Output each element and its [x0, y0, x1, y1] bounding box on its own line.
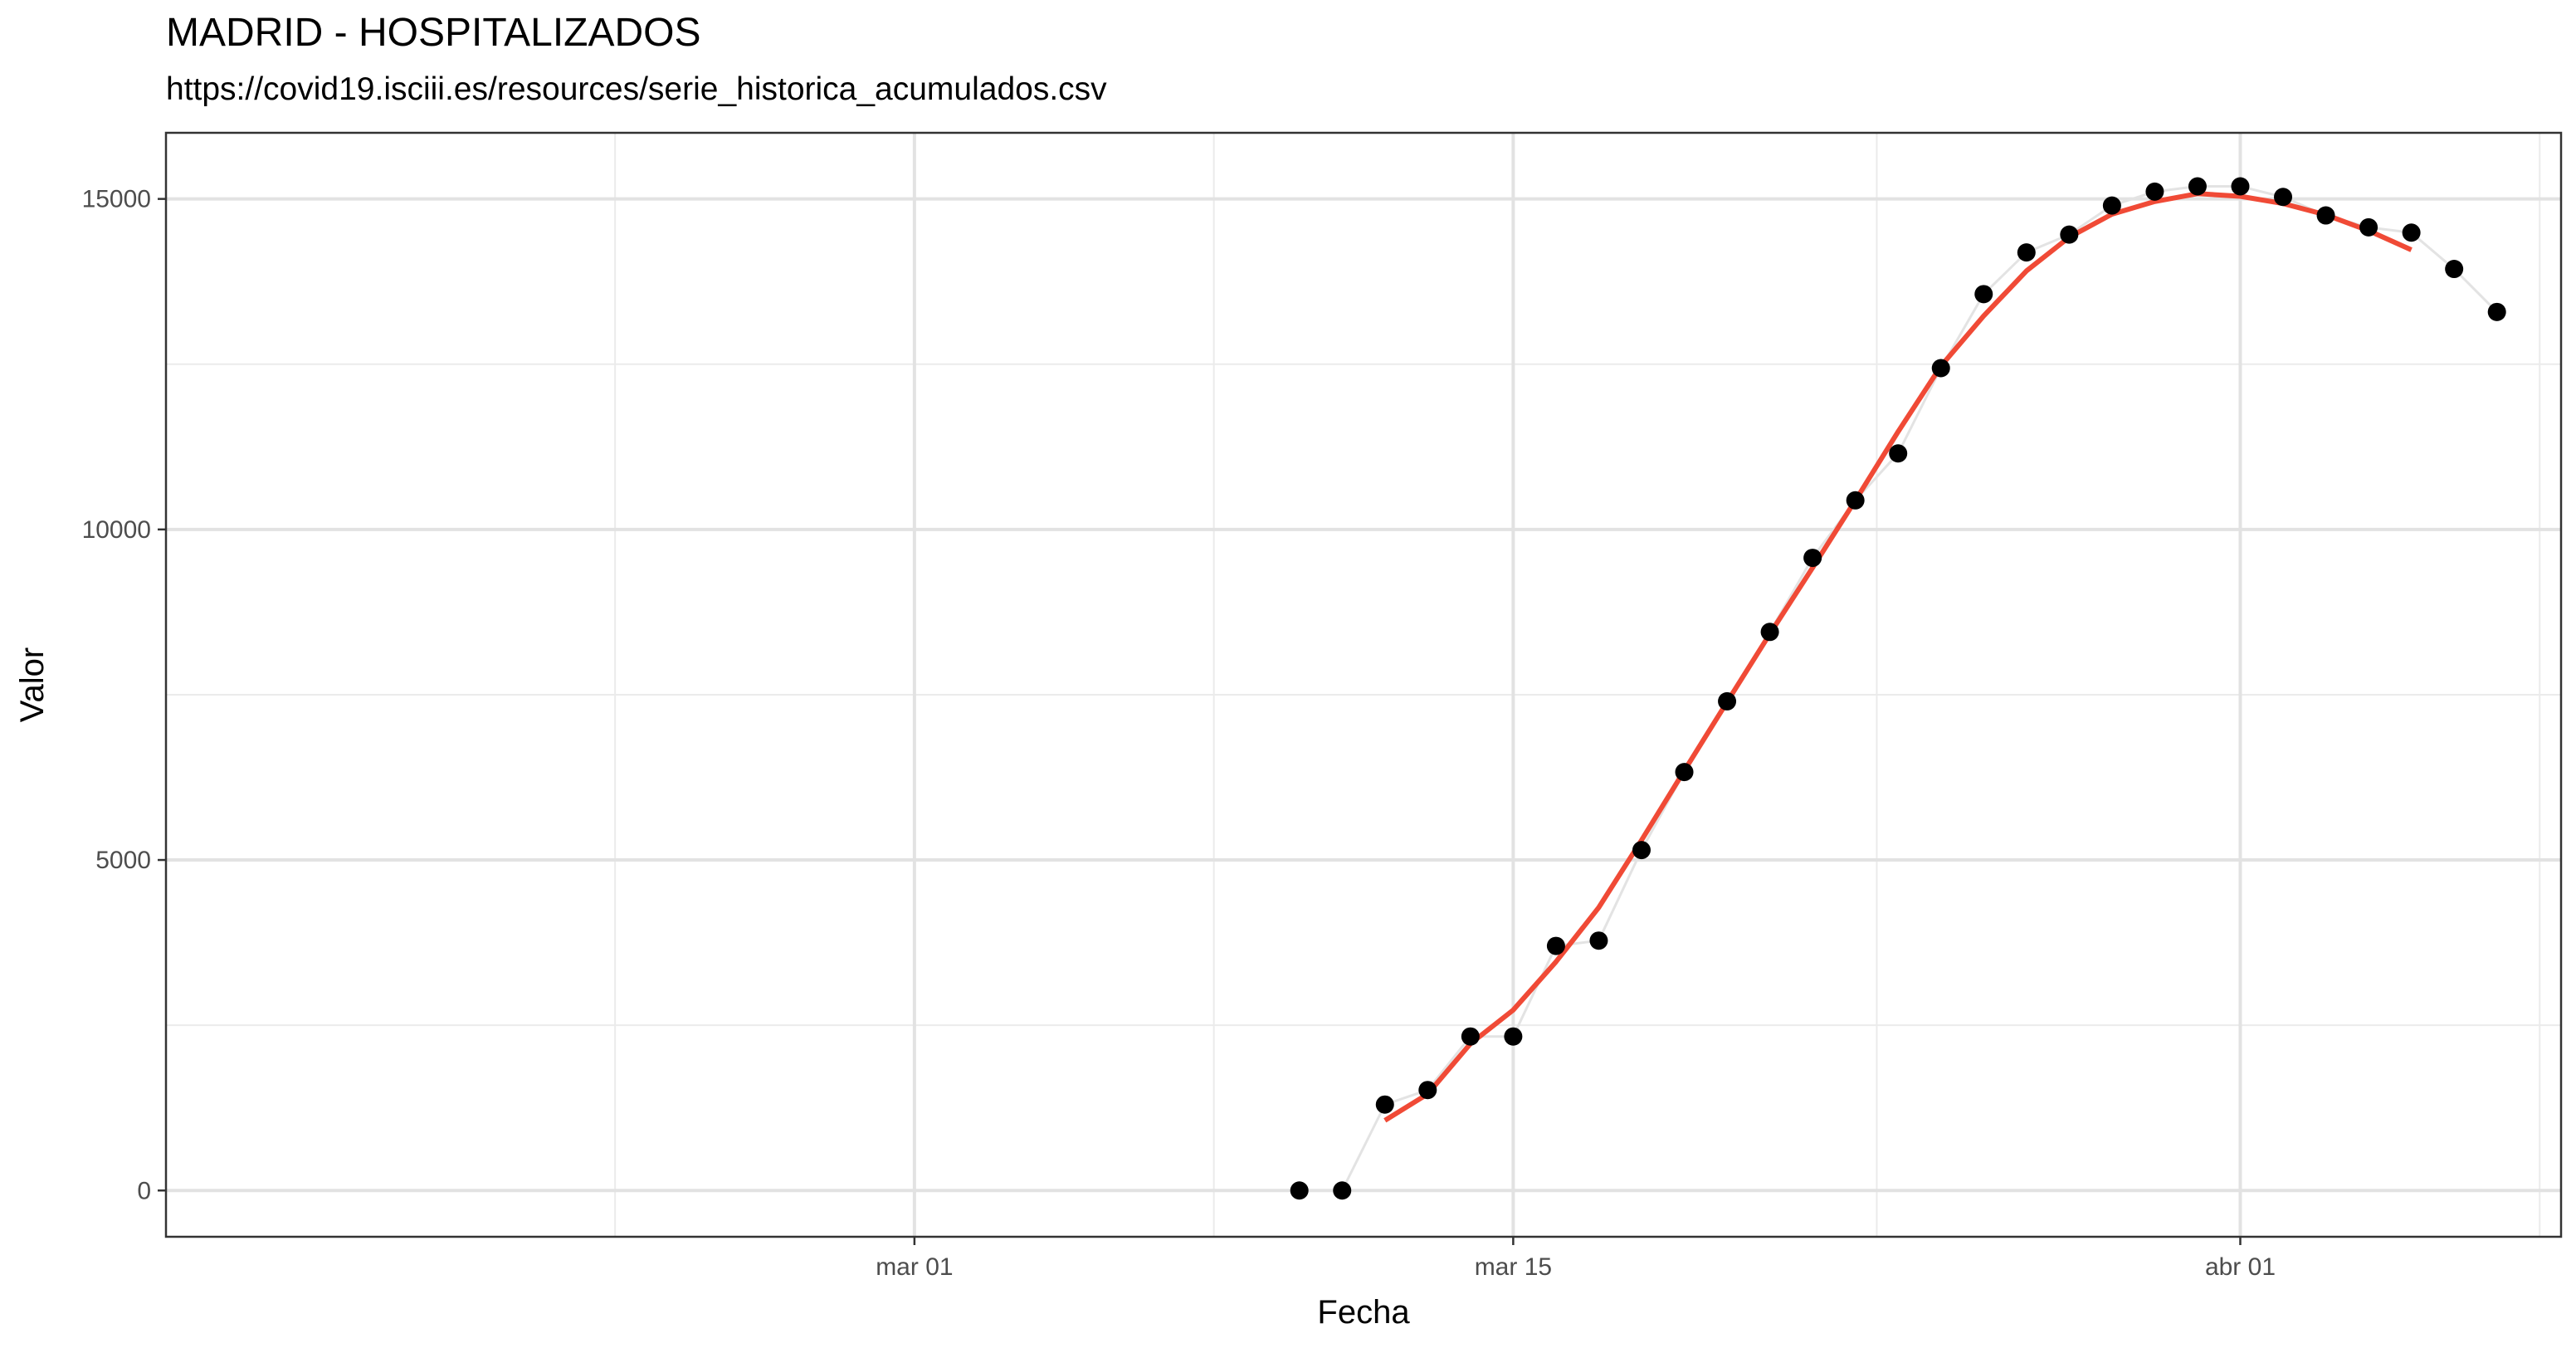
- y-tick-label: 0: [137, 1177, 151, 1204]
- data-point: [1675, 763, 1694, 782]
- data-point: [2145, 182, 2164, 201]
- data-point: [1632, 841, 1651, 860]
- y-tick-label: 10000: [82, 516, 151, 544]
- plot-panel: [166, 133, 2561, 1237]
- data-point: [2316, 206, 2335, 225]
- data-point: [1546, 936, 1565, 955]
- data-point: [1504, 1027, 1523, 1046]
- data-point: [1375, 1095, 1394, 1114]
- chart-subtitle: https://covid19.isciii.es/resources/seri…: [166, 71, 1107, 107]
- data-point: [1846, 491, 1865, 510]
- major-gridlines: [166, 133, 2561, 1237]
- x-tick-label: abr 01: [2205, 1253, 2276, 1281]
- series-layer: [1290, 177, 2506, 1200]
- data-point: [1931, 359, 1950, 378]
- data-point: [1974, 285, 1993, 304]
- data-point: [1333, 1181, 1352, 1200]
- data-point: [1760, 623, 1779, 642]
- data-point: [2274, 188, 2293, 207]
- minor-gridlines: [166, 133, 2561, 1237]
- y-tick-label: 5000: [95, 847, 151, 874]
- data-point: [2017, 243, 2036, 262]
- data-point: [1889, 444, 1908, 463]
- data-point: [1803, 549, 1822, 568]
- data-point: [2359, 217, 2378, 237]
- data-point: [1718, 691, 1737, 711]
- axis-layer: 0 5000 10000 15000 mar 01 mar 15 abr 01: [82, 186, 2276, 1281]
- smoothed-trend-line: [1383, 191, 2413, 1123]
- data-point: [2231, 177, 2250, 196]
- data-point: [2402, 223, 2421, 242]
- y-axis-title: Valor: [14, 647, 51, 722]
- chart-title: MADRID - HOSPITALIZADOS: [166, 11, 701, 55]
- y-tick-label: 15000: [82, 186, 151, 213]
- data-point: [1589, 931, 1608, 950]
- data-point: [2445, 260, 2464, 279]
- x-axis-title: Fecha: [1317, 1294, 1410, 1331]
- plot-border: [164, 131, 2563, 1238]
- data-point: [2102, 196, 2121, 215]
- x-tick-label: mar 15: [1475, 1253, 1552, 1281]
- data-point: [1290, 1181, 1309, 1200]
- data-point: [2060, 225, 2079, 244]
- data-point: [1461, 1027, 1480, 1046]
- data-point: [2487, 302, 2506, 321]
- data-point: [2188, 177, 2207, 196]
- x-tick-label: mar 01: [876, 1253, 953, 1281]
- data-point: [1418, 1081, 1437, 1100]
